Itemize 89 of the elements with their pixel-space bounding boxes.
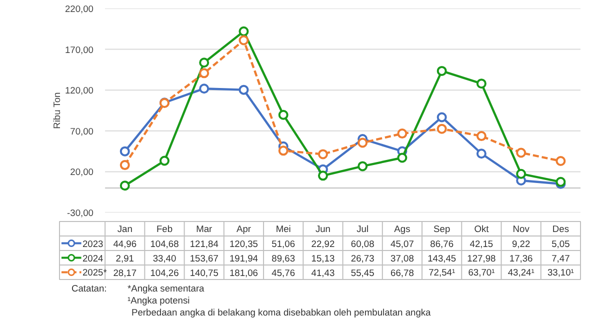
x-tick-label: Des [552, 224, 570, 234]
data-label: 143,45 [428, 253, 456, 264]
data-label: 66,78 [390, 268, 414, 278]
data-label: 72,54¹ [428, 267, 456, 278]
point [159, 156, 170, 166]
point [516, 168, 526, 179]
y-tick-label: 120,00 [64, 86, 94, 96]
text: ¹Angka potensi [128, 296, 190, 306]
y-axis-title: Ribu Ton [52, 92, 62, 129]
point [120, 160, 130, 170]
data-label: 153,67 [190, 253, 218, 264]
point [476, 148, 486, 159]
x-tick-label: Mei [276, 224, 291, 234]
data-label: 89,63 [272, 253, 296, 264]
point [199, 58, 210, 68]
point [238, 35, 249, 46]
point [238, 84, 249, 95]
point [436, 112, 447, 122]
data-label: 15,13 [311, 253, 335, 264]
data-label: 26,73 [350, 253, 374, 264]
point [120, 180, 130, 191]
point [278, 110, 288, 120]
x-tick-label: Sep [434, 224, 450, 234]
x-tick-label: Feb [156, 224, 173, 234]
point [556, 156, 566, 166]
y-tick-label: 20,00 [70, 167, 94, 178]
point [358, 138, 368, 148]
data-label: 7,47 [552, 253, 570, 264]
point [238, 26, 249, 36]
data-label: 17,36 [509, 253, 533, 264]
data-label: 121,84 [190, 238, 218, 249]
x-tick-label: Jun [315, 224, 330, 234]
data-label: 5,05 [552, 238, 570, 249]
data-label: 51,06 [272, 238, 296, 249]
data-label: 104,68 [150, 238, 179, 249]
data-label: 63,70¹ [468, 267, 495, 278]
x-tick-label: Jul [356, 224, 369, 234]
text: Catatan: [72, 284, 107, 294]
data-label: 86,76 [430, 238, 454, 249]
x-tick-label: Jan [117, 224, 132, 234]
point [199, 84, 210, 94]
y-tick-label: 70,00 [70, 126, 94, 136]
point [476, 131, 486, 142]
point [397, 128, 408, 139]
legend-label: 2023 [82, 238, 104, 249]
point [397, 152, 408, 163]
data-label: 28,17 [113, 268, 137, 278]
x-tick-label: Nov [512, 224, 530, 234]
data-label: 44,96 [113, 238, 137, 249]
x-tick-label: Okt [474, 224, 490, 234]
data-label: 45,07 [390, 238, 414, 249]
data-label: 45,76 [272, 268, 296, 278]
point [318, 149, 328, 160]
data-label: 22,92 [311, 238, 335, 249]
point [436, 66, 447, 76]
data-label: 104,26 [150, 268, 179, 278]
y-tick-label: -30,00 [67, 208, 94, 218]
data-label: 42,15 [470, 238, 494, 249]
data-label: 60,08 [350, 238, 374, 249]
point [120, 146, 130, 156]
x-tick-label: Apr [236, 224, 252, 234]
point [516, 148, 526, 158]
data-label: 43,24¹ [508, 267, 534, 278]
point [476, 78, 486, 89]
data-label: 9,22 [512, 238, 530, 249]
data-label: 2,91 [116, 253, 134, 264]
data-label: 120,35 [229, 238, 258, 249]
point [436, 124, 447, 134]
point [358, 161, 368, 172]
data-label: 127,98 [467, 253, 496, 264]
legend-label: 2025* [82, 267, 108, 278]
legend-label: 2024 [82, 253, 104, 264]
text: *Angka sementara [128, 284, 206, 294]
x-tick-label: Mar [196, 224, 212, 234]
y-tick-label: 170,00 [64, 44, 94, 55]
data-label: 41,43 [311, 268, 335, 278]
point [199, 68, 210, 78]
data-label: 55,45 [350, 268, 374, 278]
point [318, 170, 328, 181]
data-label: 191,94 [229, 253, 258, 264]
data-label: 181,06 [229, 268, 258, 278]
point [278, 146, 288, 156]
y-tick-label: 220,00 [64, 4, 94, 14]
data-label: 33,40 [152, 253, 176, 264]
data-label: 37,08 [390, 253, 414, 264]
text: Perbedaan angka di belakang koma disebabkan oleh pembulatan angka [132, 308, 432, 318]
data-label: 140,75 [190, 268, 218, 278]
data-label: 33,10¹ [547, 267, 574, 278]
x-tick-label: Ags [394, 224, 411, 234]
